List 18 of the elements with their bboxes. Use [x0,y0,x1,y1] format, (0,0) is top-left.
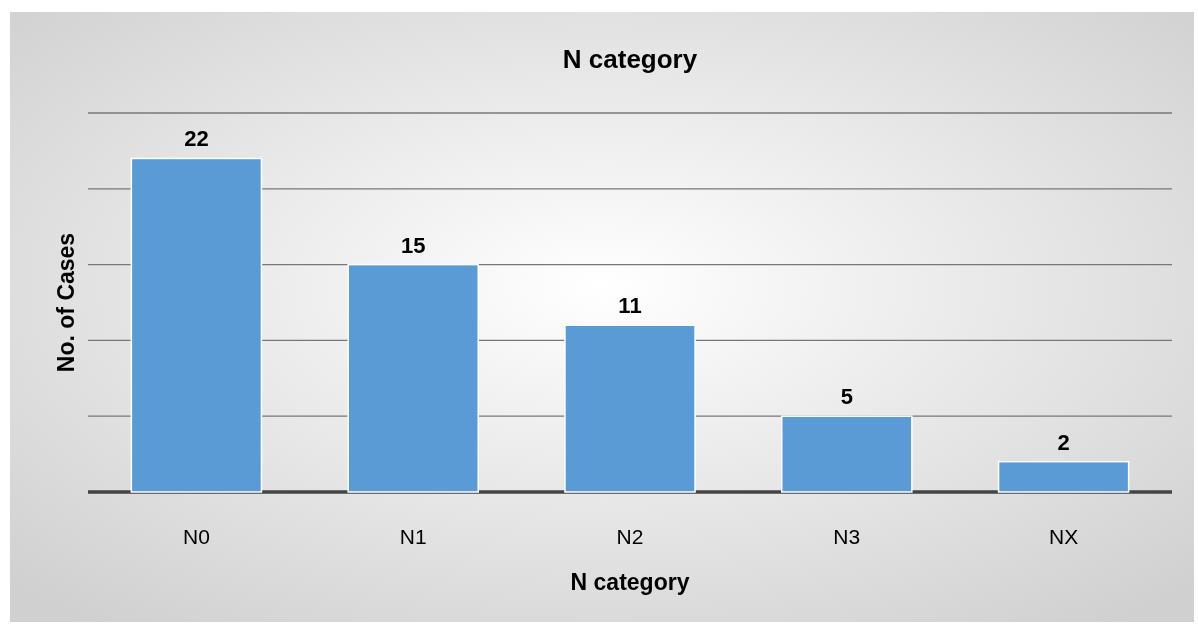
x-tick-label: NX [1049,525,1079,548]
bar [564,324,696,493]
bar [781,415,913,493]
data-label: 22 [184,126,209,152]
data-label: 2 [1057,429,1070,455]
bar [347,263,479,493]
y-axis-title: No. of Cases [53,232,79,373]
data-label: 15 [400,232,426,258]
chart-title: N category [562,44,698,74]
data-label: 5 [840,384,853,410]
x-tick-label: N1 [399,525,427,548]
data-label: 11 [618,293,642,319]
bar [997,460,1130,493]
x-tick-label: N2 [616,525,644,548]
x-tick-label: N0 [182,525,210,548]
bar [130,157,263,493]
x-tick-label: N3 [833,525,861,548]
x-axis-title: N category [570,569,690,595]
